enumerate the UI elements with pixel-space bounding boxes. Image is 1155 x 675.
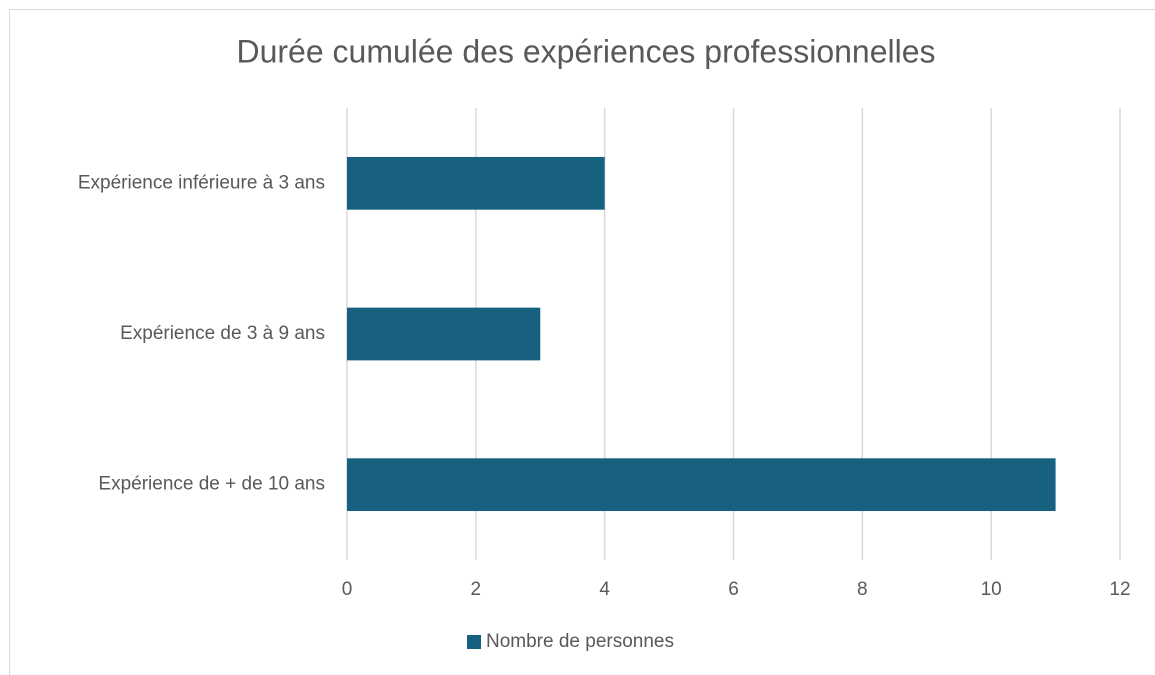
x-tick-label: 0: [342, 579, 353, 600]
chart-border: [9, 9, 1155, 675]
x-tick-label: 4: [599, 579, 610, 600]
x-tick-label: 10: [981, 579, 1002, 600]
chart-title: Durée cumulée des expériences profession…: [236, 33, 935, 69]
y-tick-label: Expérience de 3 à 9 ans: [120, 323, 325, 344]
x-tick-label: 8: [857, 579, 868, 600]
x-tick-label: 6: [728, 579, 739, 600]
x-tick-label: 2: [471, 579, 482, 600]
bar: [347, 156, 605, 210]
legend-label: Nombre de personnes: [486, 631, 674, 652]
bar: [347, 458, 1056, 512]
legend-swatch: [467, 635, 481, 649]
x-tick-label: 12: [1109, 579, 1130, 600]
bar: [347, 307, 541, 361]
y-tick-label: Expérience inférieure à 3 ans: [78, 172, 325, 193]
y-tick-label: Expérience de + de 10 ans: [98, 474, 325, 495]
